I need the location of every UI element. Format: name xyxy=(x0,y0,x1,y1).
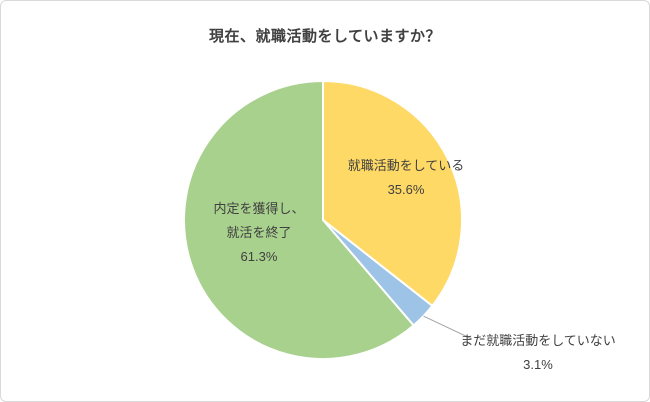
slice-label-not-yet-jobhunting: まだ就職活動をしていない 3.1% xyxy=(460,329,616,377)
slice-percent-text: 35.6% xyxy=(387,182,425,197)
chart-title: 現在、就職活動をしていますか？ xyxy=(208,28,442,45)
leader-line xyxy=(423,315,473,340)
slice-label-text: まだ就職活動をしていない xyxy=(460,333,616,348)
slice-percent-text: 61.3% xyxy=(240,249,278,264)
slice-label-finished-jobhunting: 内定を獲得し、 就活を終了 61.3% xyxy=(213,197,304,269)
pie-slice-0 xyxy=(322,80,463,307)
slice-label-text: 就職活動をしている xyxy=(347,158,465,173)
slice-label-text: 就活を終了 xyxy=(226,225,292,240)
slice-label-text: 内定を獲得し、 xyxy=(213,201,305,216)
slice-percent-text: 3.1% xyxy=(523,357,553,372)
pie-slice-2 xyxy=(183,80,415,360)
slice-label-active-jobhunting: 就職活動をしている 35.6% xyxy=(348,154,465,202)
